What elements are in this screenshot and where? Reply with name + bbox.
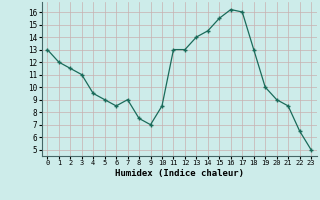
X-axis label: Humidex (Indice chaleur): Humidex (Indice chaleur) <box>115 169 244 178</box>
